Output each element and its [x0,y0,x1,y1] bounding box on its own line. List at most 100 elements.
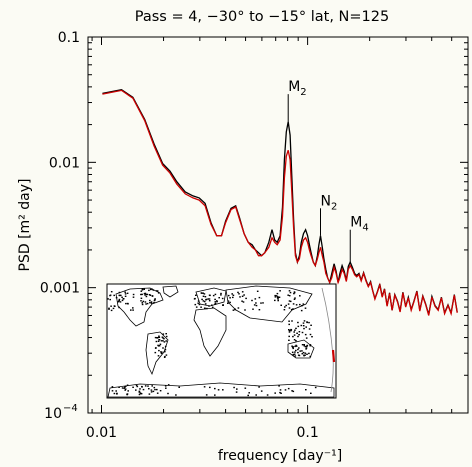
coast-dot [117,301,120,303]
coast-dot [194,303,197,306]
coast-dot [239,296,241,298]
coast-dot [297,351,299,354]
coast-dot [158,335,160,337]
coast-dot [295,349,297,352]
coast-dot [280,392,282,394]
coast-dot [209,386,211,389]
coast-dot [252,308,254,310]
coast-dot [300,309,303,312]
coast-dot [202,300,205,302]
coast-dot [295,345,298,347]
coast-dot [200,292,203,294]
coast-dot [293,291,296,293]
coast-dot [154,388,156,391]
coast-dot [124,386,126,388]
coast-dot [201,298,203,301]
coast-dot [141,302,144,304]
coast-dot [258,296,261,299]
coast-dot [204,303,207,305]
coast-dot [306,353,308,355]
coast-dot [124,295,127,297]
coast-dot [193,298,196,300]
coast-dot [153,301,155,304]
coast-dot [297,321,299,324]
coast-dot [141,303,144,306]
coast-dot [160,340,163,342]
series-line-black [102,89,458,316]
coast-dot [197,302,199,304]
coast-dot [254,298,257,300]
coast-dot [207,298,209,300]
coast-dot [214,293,217,296]
coast-dot [287,387,290,390]
coast-dot [298,331,301,333]
coast-dot [140,293,142,296]
coast-dot [124,293,127,295]
coast-dot [303,344,305,346]
coast-dot [148,294,151,296]
coast-dot [314,386,317,389]
coast-dot [238,293,240,295]
coast-dot [303,354,305,356]
coast-dot [146,293,149,296]
coast-dot [112,307,115,310]
coast-dot [154,347,157,349]
coast-dot [266,394,269,396]
coast-dot [298,347,300,349]
inset-world-map [106,283,337,399]
coast-dot [303,345,306,347]
coast-dot [308,352,310,355]
coast-dot [308,328,311,330]
y-tick-label: 0.1 [58,30,80,46]
coast-dot [258,309,261,311]
coast-dot [141,293,143,296]
y-axis-label: PSD [m² day] [17,179,33,272]
coast-dot [165,387,167,389]
x-tick-label: 0.01 [86,425,117,441]
coast-dot [118,299,120,302]
coast-dot [156,337,159,339]
coast-dot [167,384,170,386]
coast-dot [298,334,300,336]
coast-dot [154,351,157,354]
coast-dot [140,393,143,395]
coast-dot [309,344,312,346]
coast-dot [162,347,164,349]
coast-dot [214,298,216,301]
coast-dot [124,388,127,390]
coast-dot [293,331,295,333]
coast-dot [198,303,201,306]
coast-dot [222,304,224,306]
coast-dot [227,294,230,297]
coast-dot [291,320,293,322]
coast-dot [164,345,167,348]
coast-dot [288,323,290,326]
coast-dot [162,337,164,339]
coast-dot [140,297,143,299]
coast-dot [305,337,308,339]
axis-ticks [88,36,468,414]
coast-dot [132,309,134,311]
coast-dot [142,388,145,391]
continent-north-america [115,287,164,327]
coast-dot [302,322,305,324]
coast-dot [294,297,296,299]
coast-dot [292,347,294,350]
coast-dot [113,305,116,307]
coast-dot [279,391,281,394]
coast-dot [306,345,308,347]
coast-dot [197,300,200,302]
coast-dot [241,295,244,297]
coast-dot [305,389,307,391]
coast-dot [138,393,141,396]
coast-dot [167,392,169,395]
coast-dot [160,351,162,353]
coast-dot [295,327,297,330]
coast-dot [164,349,167,351]
coast-dot [122,298,125,300]
coast-dot [220,294,222,296]
coast-dot [308,321,310,324]
coast-dot [287,294,289,296]
coast-dot [293,292,295,295]
coast-dot [107,298,109,300]
